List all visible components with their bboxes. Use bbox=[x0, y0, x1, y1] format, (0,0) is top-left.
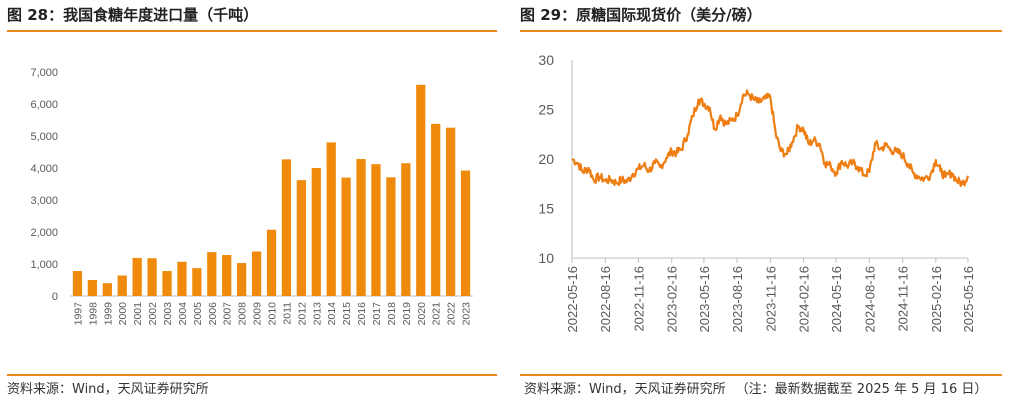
x-tick-label: 2001 bbox=[132, 302, 144, 326]
x-tick-label: 2019 bbox=[401, 302, 413, 326]
x-tick-label: 2000 bbox=[117, 302, 129, 326]
x-tick-label: 2014 bbox=[326, 302, 338, 326]
y-tick-label: 1,000 bbox=[30, 259, 58, 271]
left-chart-title: 图 28：我国食糖年度进口量（千吨） bbox=[7, 6, 259, 24]
bar bbox=[296, 180, 306, 296]
y-tick-label: 6,000 bbox=[30, 99, 58, 111]
bar bbox=[192, 268, 202, 296]
y-tick-label: 4,000 bbox=[30, 163, 58, 175]
x-tick-label: 2024-05-16 bbox=[829, 266, 844, 333]
bar bbox=[445, 127, 456, 297]
bar bbox=[341, 177, 351, 296]
x-tick-label: 2023-02-16 bbox=[665, 266, 680, 333]
x-tick-label: 2015 bbox=[341, 302, 353, 326]
bar bbox=[356, 159, 366, 296]
x-tick-label: 2012 bbox=[296, 302, 308, 326]
left-footer-rule bbox=[7, 374, 497, 376]
bar bbox=[177, 261, 187, 296]
left-title-rule bbox=[7, 30, 497, 32]
x-tick-label: 2021 bbox=[431, 302, 443, 326]
x-tick-label: 1998 bbox=[87, 302, 99, 326]
y-tick-label: 25 bbox=[538, 102, 554, 118]
y-tick-label: 15 bbox=[538, 201, 554, 217]
y-tick-label: 7,000 bbox=[30, 67, 58, 79]
x-tick-label: 2023-11-16 bbox=[763, 266, 778, 332]
bar bbox=[237, 263, 247, 296]
x-tick-label: 2020 bbox=[416, 302, 428, 326]
right-source: 资料来源：Wind，天风证券研究所 （注：最新数据截至 2025 年 5 月 16… bbox=[524, 378, 987, 397]
bar bbox=[132, 257, 142, 296]
bar bbox=[416, 84, 426, 296]
bar bbox=[222, 255, 232, 296]
bar bbox=[251, 251, 262, 296]
y-tick-label: 0 bbox=[52, 291, 58, 303]
x-tick-label: 2023-05-16 bbox=[697, 266, 712, 333]
bar bbox=[117, 275, 127, 296]
x-tick-label: 2024-08-16 bbox=[862, 266, 877, 333]
y-tick-label: 3,000 bbox=[30, 195, 58, 207]
right-source-text: 资料来源：Wind，天风证券研究所 bbox=[524, 382, 726, 397]
x-tick-label: 2002 bbox=[147, 302, 159, 326]
x-tick-label: 2025-05-16 bbox=[961, 266, 976, 333]
bar bbox=[87, 280, 98, 296]
bar bbox=[162, 271, 172, 296]
bar bbox=[311, 168, 321, 296]
x-tick-label: 2008 bbox=[237, 302, 249, 326]
price-series-line bbox=[571, 89, 970, 187]
x-tick-label: 2016 bbox=[356, 302, 368, 326]
x-tick-label: 2009 bbox=[252, 302, 264, 326]
x-tick-label: 2025-02-16 bbox=[929, 266, 944, 333]
x-tick-label: 2017 bbox=[371, 302, 383, 326]
x-tick-label: 2007 bbox=[222, 302, 234, 326]
y-tick-label: 5,000 bbox=[30, 131, 58, 143]
x-tick-label: 2023-08-16 bbox=[730, 266, 745, 333]
bar bbox=[266, 229, 277, 296]
x-tick-label: 2010 bbox=[267, 302, 279, 326]
right-chart-title: 图 29：原糖国际现货价（美分/磅） bbox=[520, 6, 762, 24]
x-tick-label: 2023 bbox=[461, 302, 473, 326]
x-tick-label: 2022-08-16 bbox=[598, 266, 613, 333]
bar bbox=[72, 271, 83, 296]
bar bbox=[281, 159, 292, 296]
x-tick-label: 2006 bbox=[207, 302, 219, 326]
x-tick-label: 2004 bbox=[177, 302, 189, 326]
y-tick-label: 2,000 bbox=[30, 227, 58, 239]
right-source-note: （注：最新数据截至 2025 年 5 月 16 日） bbox=[735, 382, 988, 397]
y-tick-label: 10 bbox=[538, 250, 554, 266]
x-tick-label: 2022 bbox=[446, 302, 458, 326]
x-tick-label: 2003 bbox=[162, 302, 174, 326]
bar bbox=[147, 258, 157, 296]
x-tick-label: 2022-05-16 bbox=[565, 266, 580, 333]
x-tick-label: 1999 bbox=[102, 302, 114, 326]
bar bbox=[386, 177, 396, 296]
x-tick-label: 2022-11-16 bbox=[631, 266, 646, 332]
x-tick-label: 2005 bbox=[192, 302, 204, 326]
x-tick-label: 2013 bbox=[311, 302, 323, 326]
left-source: 资料来源：Wind，天风证券研究所 bbox=[7, 382, 209, 397]
bar bbox=[401, 163, 411, 296]
bar bbox=[371, 164, 381, 296]
x-tick-label: 2024-02-16 bbox=[797, 266, 812, 333]
x-tick-label: 2024-11-16 bbox=[896, 266, 911, 332]
y-tick-label: 20 bbox=[538, 151, 554, 167]
bar bbox=[431, 123, 441, 296]
bar bbox=[102, 283, 112, 296]
x-tick-label: 1997 bbox=[72, 302, 84, 326]
x-tick-label: 2018 bbox=[386, 302, 398, 326]
right-title-rule bbox=[520, 30, 1002, 32]
y-tick-label: 30 bbox=[538, 52, 554, 68]
bar bbox=[207, 252, 217, 296]
bar bbox=[460, 170, 471, 296]
right-footer-rule bbox=[520, 374, 1002, 376]
x-tick-label: 2011 bbox=[281, 302, 293, 325]
bar bbox=[326, 142, 336, 296]
